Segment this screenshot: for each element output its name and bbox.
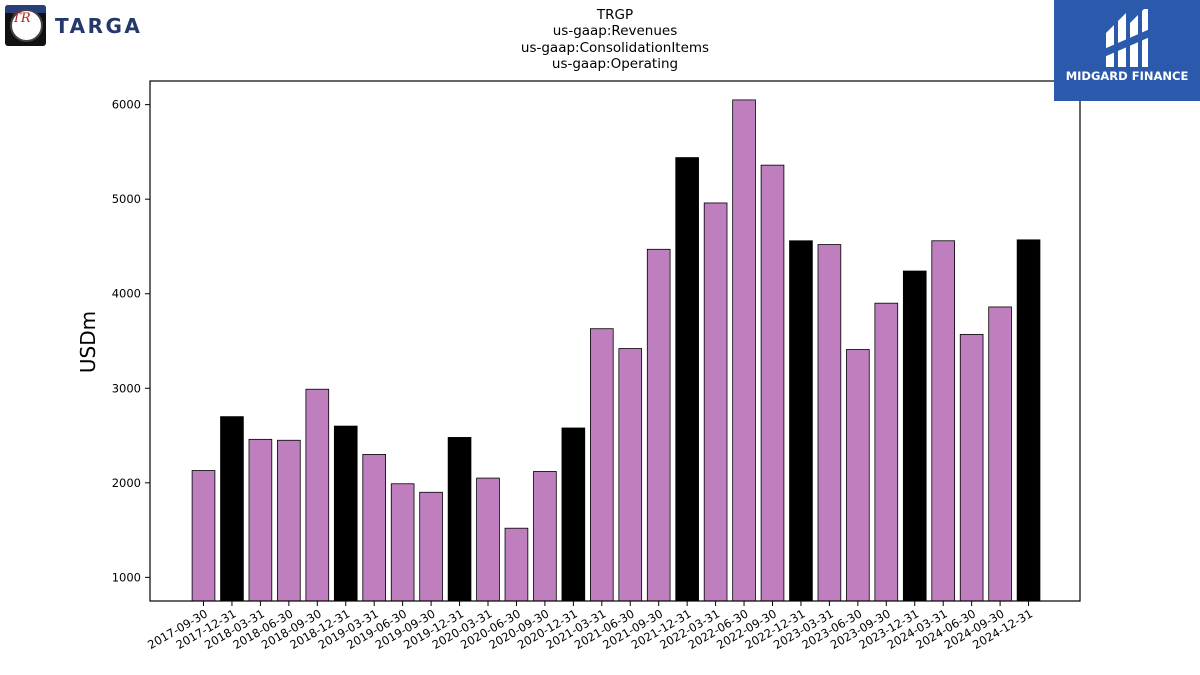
targa-monogram: TR (12, 11, 31, 26)
bar-2021-09-30 (646, 248, 671, 602)
bar-2020-12-31 (561, 427, 586, 602)
bar-2022-06-30 (732, 99, 756, 602)
y-tick-label: 2000 (112, 476, 141, 490)
bar-2021-12-31 (675, 157, 699, 602)
bar-2023-03-31 (817, 244, 842, 602)
bar-2024-06-30 (959, 333, 984, 602)
bar-2022-03-31 (703, 202, 728, 602)
company-logo-text: TARGA (55, 14, 143, 38)
provider-logo-text: MIDGARD FINANCE (1065, 69, 1189, 83)
bar-2018-03-31 (248, 438, 273, 602)
bar-2023-06-30 (846, 349, 870, 602)
bar-2023-12-31 (902, 270, 927, 602)
bar-2019-12-31 (447, 437, 472, 602)
chart-title-line: us-gaap:ConsolidationItems (520, 39, 710, 56)
bar-2024-12-31 (1016, 239, 1041, 602)
chart-title-line: TRGP (596, 7, 634, 23)
bar-2021-06-30 (618, 348, 643, 602)
bar-2024-03-31 (931, 240, 955, 602)
bar-2018-09-30 (305, 388, 330, 602)
bar-2018-06-30 (277, 439, 301, 602)
bar-2022-09-30 (760, 164, 785, 602)
y-tick-label: 5000 (112, 192, 141, 206)
bar-2019-09-30 (419, 491, 443, 602)
chart-title: TRGP us-gaap:Revenues us-gaap:Consolidat… (150, 7, 1080, 72)
chart-title-line: us-gaap:Operating (551, 55, 679, 72)
bar-2023-09-30 (874, 302, 899, 602)
y-tick-label: 3000 (112, 381, 141, 395)
bar-2020-06-30 (504, 527, 529, 602)
targa-emblem-icon: TR (5, 5, 46, 46)
bars-layer (191, 99, 1041, 602)
bar-2021-03-31 (590, 328, 614, 602)
bar-2017-09-30 (191, 470, 216, 602)
chart-title-line: us-gaap:Revenues (552, 23, 678, 40)
bar-2019-06-30 (390, 483, 415, 602)
company-logo: TR TARGA (5, 5, 165, 49)
bar-2019-03-31 (362, 454, 386, 602)
bar-2020-09-30 (533, 471, 557, 602)
bar-2018-12-31 (333, 425, 358, 602)
provider-logo: MIDGARD FINANCE (1054, 0, 1200, 101)
bar-2020-03-31 (476, 477, 500, 602)
y-tick-label: 4000 (112, 287, 141, 301)
midgard-mark-icon (1104, 9, 1150, 67)
y-tick-label: 1000 (112, 570, 141, 584)
plot-frame (149, 80, 1081, 602)
y-tick-label: 6000 (112, 98, 141, 112)
y-axis-label: USDm (76, 311, 100, 373)
bar-2024-09-30 (988, 306, 1012, 602)
bar-2017-12-31 (220, 416, 244, 602)
bar-2022-12-31 (789, 240, 813, 602)
